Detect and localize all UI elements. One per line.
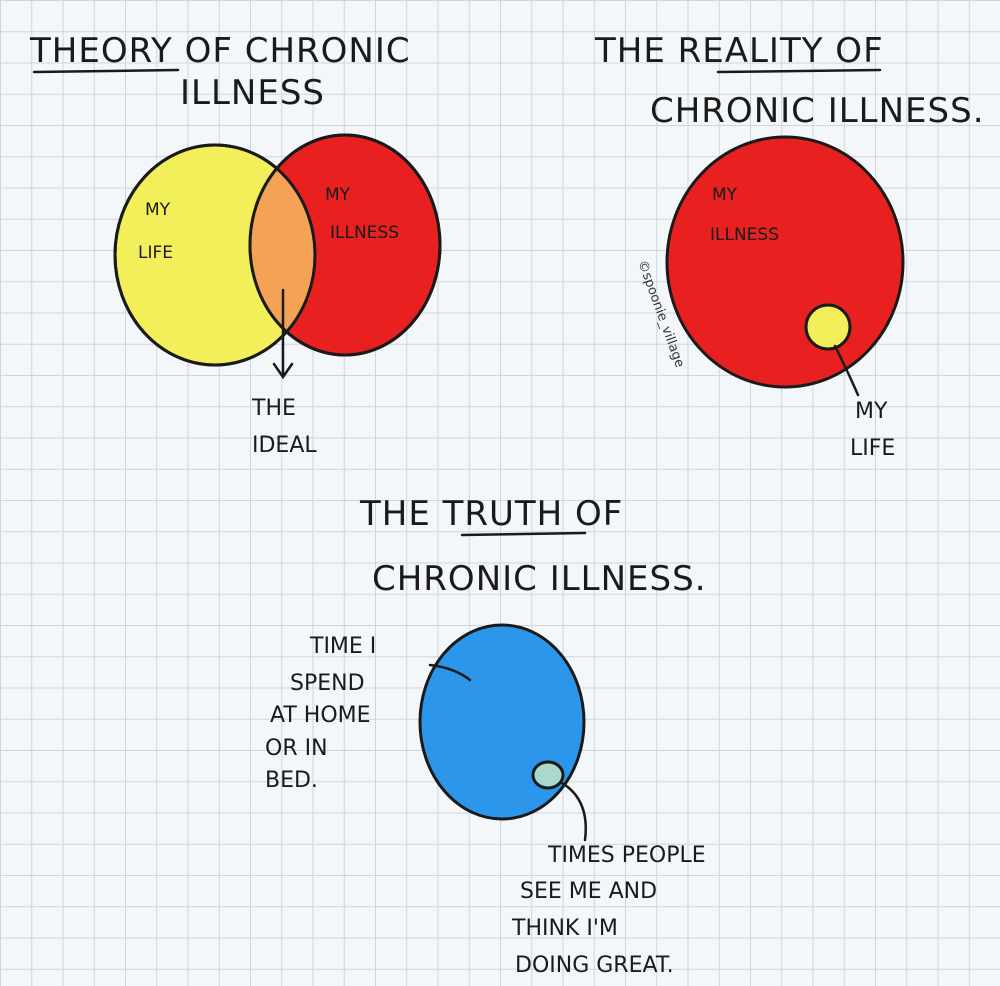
reality-life-label-line2: LIFE	[850, 436, 895, 461]
truth-seen-circle	[531, 760, 565, 790]
truth-home-label-line: SPEND	[290, 671, 365, 696]
truth-seen-pointer	[560, 781, 587, 842]
truth-title-underline	[460, 531, 587, 537]
reality-life-pointer	[833, 344, 860, 397]
theory-title-line2: ILLNESS	[180, 73, 325, 113]
theory-illness-label-line1: MY	[325, 185, 351, 205]
theory-life-label-line1: MY	[145, 200, 171, 220]
reality-title-line1: THE REALITY OF	[594, 31, 884, 71]
truth-seen-label: TIMES PEOPLE SEE ME AND THINK I'M DOING …	[511, 843, 706, 978]
theory-illness-outline	[248, 133, 442, 357]
truth-seen-label-line: DOING GREAT.	[515, 953, 674, 978]
theory-life-outline	[113, 143, 317, 367]
truth-title-line1: THE TRUTH OF	[359, 494, 623, 534]
truth-home-label-line: BED.	[265, 768, 318, 793]
reality-panel: THE REALITY OF CHRONIC ILLNESS. MY ILLNE…	[594, 31, 985, 461]
reality-life-circle	[804, 303, 852, 351]
reality-title-underline	[716, 68, 882, 74]
truth-home-label-line: AT HOME	[270, 703, 371, 728]
truth-seen-label-line: THINK I'M	[511, 916, 618, 941]
reality-title-line2: CHRONIC ILLNESS.	[650, 91, 985, 131]
theory-overlap-label-line1: THE	[251, 396, 296, 421]
theory-panel: THEORY OF CHRONIC ILLNESS MY LIFE MY ILL…	[29, 31, 442, 458]
theory-overlap-label-line2: IDEAL	[252, 433, 317, 458]
truth-home-pointer	[428, 663, 472, 682]
theory-life-label-line2: LIFE	[138, 243, 173, 263]
theory-illness-label-line2: ILLNESS	[330, 223, 399, 243]
truth-home-label: TIME I SPEND AT HOME OR IN BED.	[265, 634, 376, 793]
truth-home-label-line: OR IN	[265, 736, 328, 761]
truth-home-label-line: TIME I	[309, 634, 376, 659]
theory-overlap-arrow-head	[272, 362, 294, 380]
theory-title-underline	[32, 68, 180, 74]
reality-illness-label-line1: MY	[712, 185, 738, 205]
reality-illness-label-line2: ILLNESS	[710, 225, 779, 245]
reality-life-label-line1: MY	[855, 399, 888, 424]
reality-illness-circle	[665, 135, 905, 389]
truth-seen-label-line: SEE ME AND	[520, 879, 657, 904]
truth-title-line2: CHRONIC ILLNESS.	[372, 559, 707, 599]
truth-seen-label-line: TIMES PEOPLE	[547, 843, 706, 868]
truth-home-circle	[418, 623, 586, 821]
truth-panel: THE TRUTH OF CHRONIC ILLNESS. TIME I SPE…	[265, 494, 707, 978]
theory-title-line1: THEORY OF CHRONIC	[29, 31, 411, 71]
